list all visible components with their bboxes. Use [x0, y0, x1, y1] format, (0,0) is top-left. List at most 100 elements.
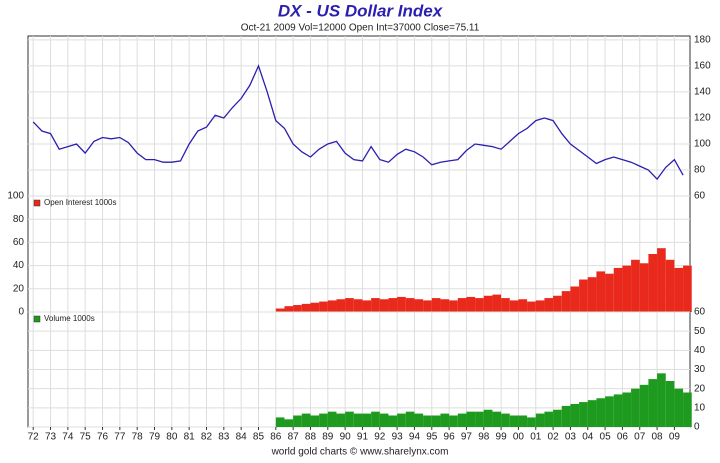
bar [631, 388, 640, 427]
bar [284, 306, 294, 312]
bar [379, 413, 389, 427]
bar [605, 396, 614, 427]
y-tick-label: 80 [13, 214, 25, 225]
y-tick-label: 40 [13, 260, 25, 271]
bar [605, 273, 614, 312]
bar [483, 409, 493, 427]
bar [440, 413, 450, 427]
x-tick-label: 80 [166, 432, 178, 443]
bar [397, 296, 406, 312]
bar [657, 373, 666, 427]
bar [440, 299, 450, 312]
bar [674, 267, 684, 312]
x-tick-label: 06 [617, 432, 629, 443]
bar [613, 394, 623, 427]
bar [405, 298, 415, 312]
source-note: world gold charts © www.sharelynx.com [271, 447, 449, 458]
bar [449, 300, 458, 312]
bar [483, 295, 493, 312]
x-tick-label: 73 [45, 432, 57, 443]
bar [319, 301, 328, 312]
bar [379, 299, 389, 312]
bar [683, 265, 692, 312]
bar [293, 305, 302, 312]
bar [336, 413, 346, 427]
bar [405, 411, 415, 427]
bar [388, 415, 398, 427]
bar [310, 415, 320, 427]
x-tick-label: 90 [340, 432, 352, 443]
x-tick-label: 72 [28, 432, 40, 443]
bar [518, 299, 528, 312]
bar [345, 298, 354, 312]
bar [535, 300, 545, 312]
x-tick-label: 85 [253, 432, 265, 443]
x-tick-label: 96 [444, 432, 456, 443]
y-tick-label: 30 [694, 364, 706, 375]
bar [284, 419, 294, 427]
bar [414, 413, 424, 427]
y-tick-label: 60 [694, 191, 706, 202]
bar [310, 302, 320, 312]
bar [275, 308, 285, 312]
x-tick-label: 91 [357, 432, 369, 443]
y-tick-label: 50 [694, 326, 706, 337]
plot-area [27, 35, 691, 197]
bar [353, 299, 363, 312]
bar [674, 388, 684, 427]
y-tick-label: 120 [694, 113, 711, 124]
y-tick-label: 10 [694, 402, 706, 413]
bar [535, 413, 545, 427]
bar [544, 411, 554, 427]
bar [648, 254, 658, 312]
x-tick-label: 89 [322, 432, 334, 443]
x-tick-label: 04 [582, 432, 594, 443]
bar [587, 277, 597, 312]
x-tick-label: 79 [149, 432, 161, 443]
bar [431, 415, 441, 427]
bar [371, 298, 380, 312]
legend-swatch [33, 199, 41, 207]
bar [327, 411, 337, 427]
bar [570, 286, 580, 312]
bar [596, 398, 606, 427]
y-tick-label: 100 [694, 139, 711, 150]
bar [587, 400, 597, 427]
x-tick-label: 76 [97, 432, 109, 443]
x-tick-label: 93 [392, 432, 404, 443]
y-tick-label: 60 [694, 307, 706, 318]
bar [414, 299, 424, 312]
bar [293, 415, 302, 427]
y-tick-label: 0 [694, 422, 700, 433]
bar [275, 417, 285, 427]
x-tick-label: 00 [513, 432, 525, 443]
bar [561, 405, 571, 427]
bar [466, 411, 476, 427]
bar [423, 300, 432, 312]
bar [657, 248, 666, 312]
x-tick-label: 08 [652, 432, 664, 443]
y-tick-label: 180 [694, 35, 711, 46]
bar [336, 299, 346, 312]
chart-title: DX - US Dollar Index [278, 1, 444, 20]
bar [301, 413, 311, 427]
bar [492, 411, 502, 427]
bar [362, 300, 372, 312]
bar [596, 271, 606, 312]
y-tick-label: 140 [694, 87, 711, 98]
y-tick-label: 160 [694, 61, 711, 72]
y-tick-label: 100 [7, 191, 24, 202]
bar [492, 294, 502, 312]
bar [457, 298, 467, 312]
bar [431, 298, 441, 312]
bar [345, 411, 354, 427]
bar [527, 301, 536, 312]
bar [501, 298, 510, 312]
x-tick-label: 74 [62, 432, 74, 443]
bar [622, 265, 632, 312]
x-tick-label: 92 [374, 432, 386, 443]
bar [579, 402, 588, 427]
bar [613, 267, 623, 312]
bar [509, 300, 519, 312]
